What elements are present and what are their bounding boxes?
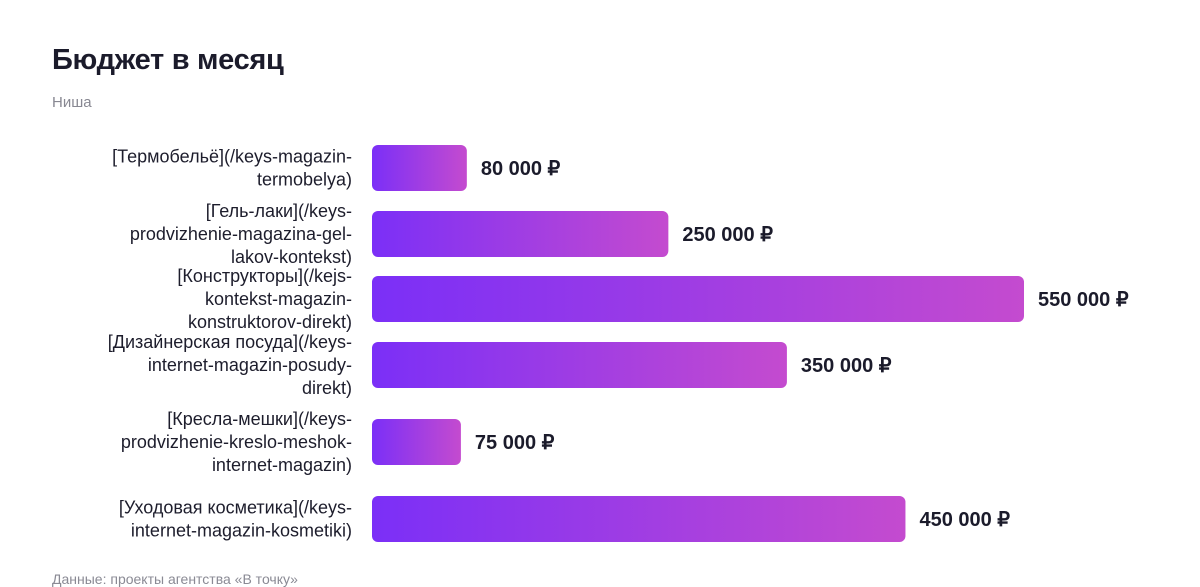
value-label: 350 000 ₽ [801,355,892,377]
value-label: 80 000 ₽ [481,158,561,180]
value-label: 550 000 ₽ [1038,289,1129,311]
value-label: 450 000 ₽ [919,509,1010,531]
category-label: [Дизайнерская посуда](/keys-internet-mag… [108,332,352,398]
category-label: [Гель-лаки](/keys-prodvizhenie-magazina-… [130,201,352,267]
category-label: [Конструкторы](/kejs-kontekst-magazin-ko… [177,266,352,332]
bar [372,342,787,388]
category-label: [Уходовая косметика](/keys-internet-maga… [119,498,352,541]
value-label: 250 000 ₽ [682,224,773,246]
chart-title: Бюджет в месяц [52,44,284,76]
category-label: [Термобельё](/keys-magazin-termobelya) [112,147,352,190]
chart-source-note: Данные: проекты агентства «В точку» [52,571,298,587]
bar [372,496,906,542]
value-label: 75 000 ₽ [475,432,555,454]
bar [372,145,467,191]
category-label: [Кресла-мешки](/keys-prodvizhenie-kreslo… [121,409,352,475]
chart-subtitle: Ниша [52,94,92,111]
bar [372,419,461,465]
bar [372,211,669,257]
bar [372,276,1024,322]
